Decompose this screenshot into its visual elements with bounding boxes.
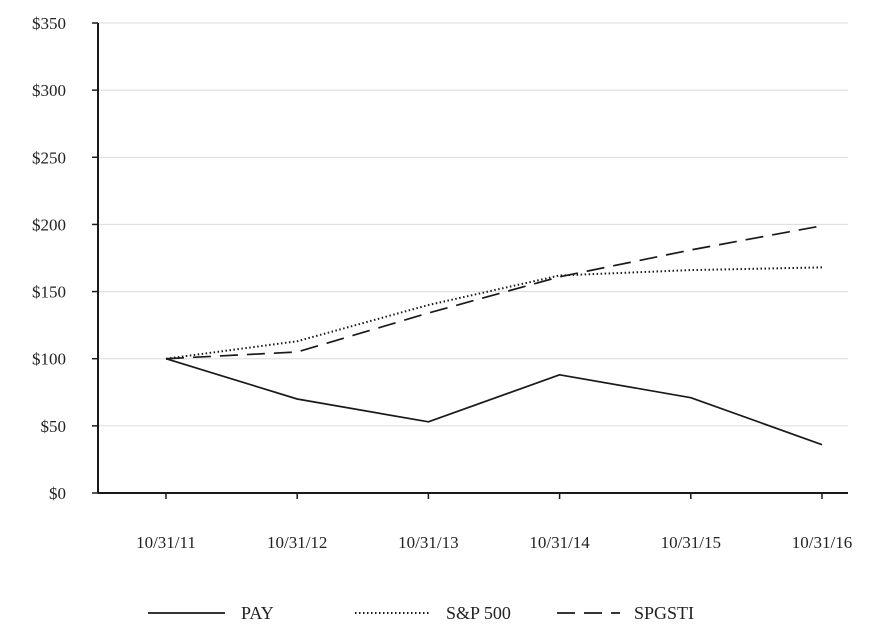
y-tick-label-6: $300 bbox=[32, 81, 66, 100]
y-tick-label-3: $150 bbox=[32, 283, 66, 302]
series-line-2 bbox=[165, 224, 823, 360]
x-tick-label-2: 10/31/13 bbox=[398, 533, 458, 552]
x-tick-label-5: 10/31/16 bbox=[792, 533, 852, 552]
x-tick-label-4: 10/31/15 bbox=[661, 533, 721, 552]
series-line-0 bbox=[165, 357, 823, 446]
y-tick-label-5: $250 bbox=[32, 148, 66, 167]
y-tick-label-2: $100 bbox=[32, 350, 66, 369]
y-tick-labels: $0 $50 $100 $150 $200 $250 $300 $350 bbox=[32, 14, 66, 503]
legend-label-2: SPGSTI bbox=[634, 603, 694, 623]
legend-label-0: PAY bbox=[241, 603, 274, 623]
series-line-1 bbox=[165, 266, 823, 360]
y-tick-label-4: $200 bbox=[32, 215, 66, 234]
x-tick-label-0: 10/31/11 bbox=[136, 533, 196, 552]
y-tick-label-1: $50 bbox=[41, 417, 67, 436]
y-tick-label-7: $350 bbox=[32, 14, 66, 33]
x-tick-labels: 10/31/11 10/31/12 10/31/13 10/31/14 10/31/15… bbox=[136, 533, 852, 552]
gridlines bbox=[98, 22, 848, 427]
x-tick-label-3: 10/31/14 bbox=[529, 533, 590, 552]
legend: PAY S&P 500 SPGSTI bbox=[148, 603, 694, 623]
x-tick-label-1: 10/31/12 bbox=[267, 533, 327, 552]
legend-label-1: S&P 500 bbox=[446, 603, 511, 623]
series-lines bbox=[165, 224, 823, 446]
y-tick-label-0: $0 bbox=[49, 484, 66, 503]
axes bbox=[92, 22, 848, 499]
